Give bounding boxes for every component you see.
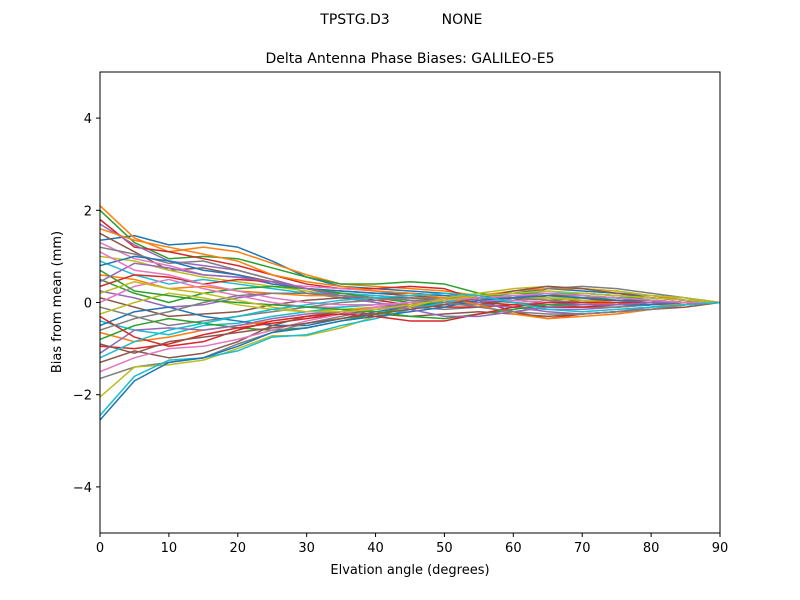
series-line (100, 205, 720, 304)
suptitle-left: TPSTG.D3 (319, 12, 389, 28)
x-axis-label: Elvation angle (degrees) (330, 563, 489, 578)
y-tick-label: −2 (73, 389, 92, 404)
series-layer (100, 205, 720, 421)
series-line (100, 285, 720, 398)
y-tick-label: 0 (84, 297, 92, 312)
y-axis: −4 −2 0 2 4 (73, 112, 100, 496)
x-tick-label: 10 (161, 541, 178, 556)
series-line (100, 281, 720, 313)
x-tick-label: 70 (574, 541, 591, 556)
x-tick-label: 40 (367, 541, 384, 556)
x-tick-label: 20 (230, 541, 247, 556)
x-tick-label: 60 (505, 541, 522, 556)
y-tick-label: 4 (84, 112, 92, 127)
chart-title: Delta Antenna Phase Biases: GALILEO-E5 (265, 51, 554, 67)
x-tick-label: 30 (298, 541, 315, 556)
x-tick-label: 90 (712, 541, 729, 556)
x-tick-label: 50 (436, 541, 453, 556)
suptitle-right: NONE (442, 12, 483, 28)
x-tick-label: 80 (643, 541, 660, 556)
y-tick-label: −4 (73, 481, 92, 496)
series-line (100, 285, 720, 354)
series-line (100, 294, 720, 421)
x-axis: 0 10 20 30 40 50 60 70 80 90 (96, 533, 728, 556)
y-tick-label: 2 (84, 204, 92, 219)
series-line (100, 292, 720, 331)
x-tick-label: 0 (96, 541, 104, 556)
series-line (100, 228, 720, 320)
series-line (100, 251, 720, 306)
y-axis-label: Bias from mean (mm) (50, 231, 65, 373)
series-line (100, 297, 720, 327)
series-line (100, 292, 720, 359)
series-line (100, 301, 720, 348)
